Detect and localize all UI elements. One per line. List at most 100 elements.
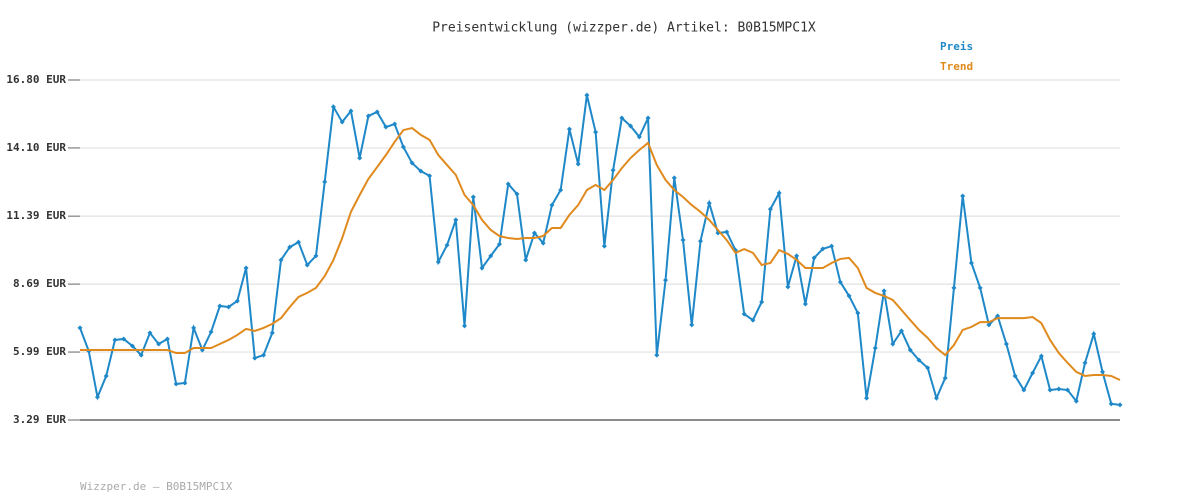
point-marker (261, 352, 267, 358)
point-marker (636, 134, 642, 140)
point-marker (584, 92, 590, 98)
point-marker (1065, 387, 1071, 393)
point-marker (610, 167, 616, 173)
point-marker (1003, 341, 1009, 347)
point-marker (121, 336, 127, 342)
point-marker (400, 144, 406, 150)
point-marker (951, 285, 957, 291)
point-marker (890, 341, 896, 347)
point-marker (226, 304, 232, 310)
point-marker (899, 328, 905, 334)
series-line (80, 126, 1121, 381)
point-marker (269, 330, 275, 336)
point-marker (243, 265, 249, 271)
point-marker (706, 200, 712, 206)
y-tick-label: 11.39 EUR (6, 209, 66, 222)
point-marker (558, 187, 564, 193)
point-marker (129, 343, 135, 349)
point-marker (960, 193, 966, 199)
point-marker (977, 285, 983, 291)
point-marker (427, 173, 433, 179)
point-marker (907, 347, 913, 353)
point-marker (234, 298, 240, 304)
point-marker (619, 115, 625, 121)
point-marker (663, 277, 669, 283)
point-marker (488, 253, 494, 259)
point-marker (1056, 386, 1062, 392)
point-marker (418, 168, 424, 174)
point-marker (724, 229, 730, 235)
point-marker (942, 375, 948, 381)
y-tick-label: 16.80 EUR (6, 73, 66, 86)
point-marker (156, 341, 162, 347)
point-marker (1021, 387, 1027, 393)
point-marker (392, 121, 398, 127)
point-marker (77, 325, 83, 331)
point-marker (505, 181, 511, 187)
point-marker (287, 244, 293, 250)
point-marker (339, 119, 345, 125)
point-marker (881, 288, 887, 294)
point-marker (278, 257, 284, 263)
point-marker (365, 113, 371, 119)
point-marker (767, 206, 773, 212)
point-marker (1091, 331, 1097, 337)
legend-label: Trend (940, 60, 973, 73)
point-marker (846, 293, 852, 299)
point-marker (409, 160, 415, 166)
point-marker (531, 230, 537, 236)
point-marker (173, 381, 179, 387)
footer: Wizzper.de – B0B15MPC1X (80, 480, 233, 493)
y-tick-label: 5.99 EUR (13, 345, 66, 358)
point-marker (94, 394, 100, 400)
point-marker (147, 330, 153, 336)
point-marker (540, 240, 546, 246)
point-marker (523, 257, 529, 263)
point-marker (671, 175, 677, 181)
point-marker (295, 239, 301, 245)
point-marker (374, 109, 380, 115)
point-marker (864, 395, 870, 401)
point-marker (191, 325, 197, 331)
point-marker (182, 380, 188, 386)
point-marker (593, 129, 599, 135)
point-marker (1082, 360, 1088, 366)
point-marker (601, 243, 607, 249)
point-marker (322, 179, 328, 185)
point-marker (164, 336, 170, 342)
point-marker (1030, 370, 1036, 376)
chart-title: Preisentwicklung (wizzper.de) Artikel: B… (432, 21, 816, 36)
point-marker (112, 337, 118, 343)
point-marker (514, 191, 520, 197)
point-marker (549, 202, 555, 208)
point-marker (566, 126, 572, 132)
y-tick-label: 8.69 EUR (13, 277, 66, 290)
point-marker (138, 352, 144, 358)
point-marker (776, 190, 782, 196)
point-marker (698, 238, 704, 244)
point-marker (357, 155, 363, 161)
point-marker (304, 262, 310, 268)
point-marker (575, 161, 581, 167)
point-marker (968, 260, 974, 266)
point-marker (1108, 401, 1114, 407)
point-marker (435, 259, 441, 265)
point-marker (208, 329, 214, 335)
point-marker (1038, 353, 1044, 359)
y-tick-label: 3.29 EUR (13, 413, 66, 426)
point-marker (103, 373, 109, 379)
point-marker (785, 284, 791, 290)
point-marker (794, 253, 800, 259)
point-marker (1100, 369, 1106, 375)
series-line (79, 94, 1121, 406)
point-marker (925, 365, 931, 371)
point-marker (802, 301, 808, 307)
point-marker (654, 352, 660, 358)
point-marker (330, 104, 336, 110)
point-marker (470, 194, 476, 200)
point-marker (741, 311, 747, 317)
point-marker (444, 242, 450, 248)
point-marker (680, 237, 686, 243)
point-marker (820, 246, 826, 252)
